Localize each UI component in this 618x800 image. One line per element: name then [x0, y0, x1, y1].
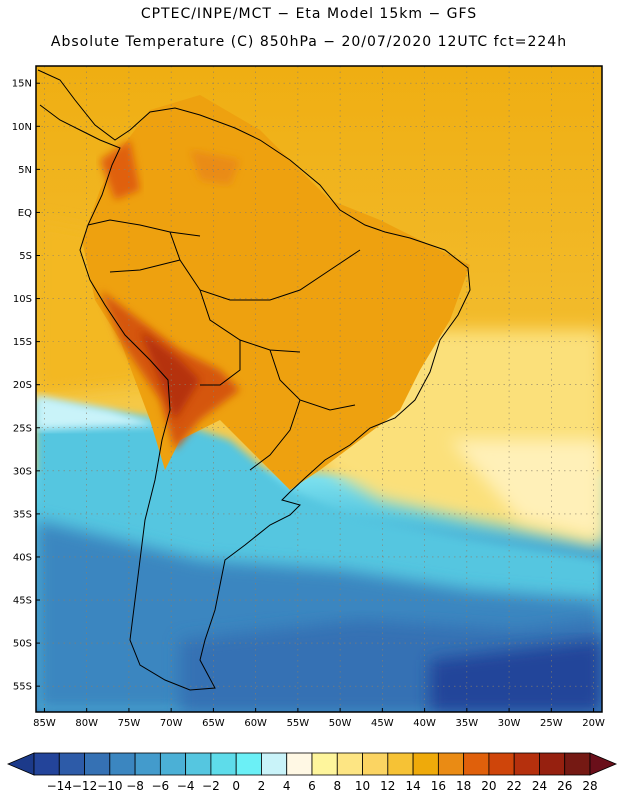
lat-label: 20S	[13, 380, 32, 391]
colorbar-min-arrow	[6, 752, 35, 776]
colorbar-swatch	[33, 752, 60, 776]
colorbar-label: 18	[456, 779, 471, 793]
map-frame	[35, 65, 603, 713]
latitude-labels: 15N 10N 5N EQ 5S 10S 15S 20S 25S 30S 35S 40S 45S 50S 5…	[12, 79, 40, 693]
colorbar: −14 −12 −10 −8 −6 −4 −2 0 2 4 6 8 10 12 14 16 18 20 22 24 26…	[6, 752, 618, 793]
colorbar-swatch	[286, 752, 313, 776]
colorbar-swatch	[488, 752, 515, 776]
lat-label: 50S	[13, 639, 32, 650]
temperature-field	[36, 66, 602, 712]
map-subtitle: Absolute Temperature (C) 850hPa − 20/07/…	[50, 34, 568, 50]
lat-label: 10S	[13, 294, 32, 305]
colorbar-label: 14	[405, 779, 420, 793]
lat-label: 35S	[13, 509, 32, 520]
lon-label: 45W	[371, 718, 394, 729]
lat-label: 55S	[13, 682, 32, 693]
lat-label: 5N	[18, 165, 32, 176]
colorbar-label: 12	[380, 779, 395, 793]
colorbar-swatch	[84, 752, 111, 776]
lon-label: 25W	[540, 718, 563, 729]
colorbar-label: −4	[177, 779, 195, 793]
lon-label: 20W	[582, 718, 605, 729]
colorbar-swatch	[159, 752, 187, 776]
colorbar-label: −14	[47, 779, 72, 793]
colorbar-label: 24	[532, 779, 547, 793]
lat-label: EQ	[18, 208, 32, 219]
colorbar-swatch	[539, 752, 566, 776]
longitude-labels: 85W 80W 75W 70W 65W 60W 55W 50W 45W 40W 35W 30W 25W 2…	[33, 708, 605, 729]
colorbar-label: 22	[507, 779, 522, 793]
coastline	[37, 69, 471, 691]
colorbar-swatch	[513, 752, 540, 776]
colorbar-label: 4	[283, 779, 291, 793]
colorbar-swatch	[235, 752, 262, 776]
colorbar-swatch	[463, 752, 490, 776]
lat-label: 15N	[12, 79, 32, 90]
lon-label: 80W	[75, 718, 98, 729]
colorbar-swatch	[109, 752, 136, 776]
lat-label: 10N	[12, 122, 32, 133]
lon-label: 75W	[118, 718, 141, 729]
lat-label: 15S	[13, 337, 32, 348]
lon-label: 65W	[202, 718, 225, 729]
colorbar-label: 16	[431, 779, 446, 793]
colorbar-label: 20	[481, 779, 496, 793]
colorbar-swatch	[362, 752, 389, 776]
colorbar-swatch	[261, 752, 288, 776]
colorbar-label: 2	[258, 779, 266, 793]
map-title: CPTEC/INPE/MCT − Eta Model 15km − GFS	[140, 6, 478, 22]
temperature-map: 15N 10N 5N EQ 5S 10S 15S 20S 25S 30S 35S 40S 45S 50S 5…	[12, 65, 605, 729]
colorbar-swatch	[336, 752, 363, 776]
colorbar-swatch	[311, 752, 338, 776]
lat-label: 45S	[13, 596, 32, 607]
colorbar-label: −10	[97, 779, 122, 793]
lon-label: 85W	[33, 718, 56, 729]
colorbar-swatch	[134, 752, 161, 776]
colorbar-label: −6	[152, 779, 170, 793]
colorbar-label: 6	[308, 779, 316, 793]
colorbar-swatch	[210, 752, 237, 776]
colorbar-swatch	[437, 752, 465, 776]
colorbar-label: 26	[557, 779, 572, 793]
colorbar-label: 0	[232, 779, 240, 793]
colorbar-max-arrow	[589, 752, 618, 776]
colorbar-label: 8	[333, 779, 341, 793]
lon-label: 35W	[456, 718, 479, 729]
colorbar-swatch	[412, 752, 439, 776]
colorbar-label: 28	[582, 779, 597, 793]
colorbar-label: 10	[355, 779, 370, 793]
lat-label: 5S	[19, 251, 32, 262]
lat-label: 30S	[13, 466, 32, 477]
lat-label: 25S	[13, 423, 32, 434]
colorbar-label: −2	[202, 779, 220, 793]
lon-label: 55W	[287, 718, 310, 729]
lon-label: 70W	[160, 718, 183, 729]
lon-label: 50W	[329, 718, 352, 729]
lat-label: 40S	[13, 552, 32, 563]
lat-lon-grid	[36, 66, 602, 712]
lon-label: 40W	[413, 718, 436, 729]
colorbar-label: −12	[72, 779, 97, 793]
colorbar-swatch	[185, 752, 212, 776]
lon-label: 60W	[244, 718, 267, 729]
colorbar-swatch	[564, 752, 591, 776]
lon-label: 30W	[498, 718, 521, 729]
colorbar-swatch	[387, 752, 414, 776]
colorbar-label: −8	[126, 779, 144, 793]
colorbar-swatch	[58, 752, 85, 776]
